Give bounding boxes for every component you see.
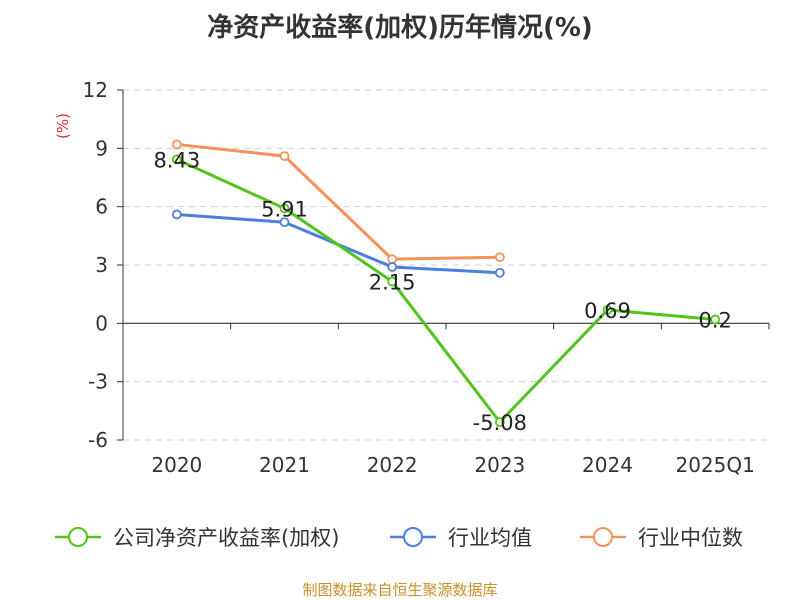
y-tick-label: 12 <box>83 78 108 102</box>
series-point-0 <box>387 276 398 287</box>
data-label: 0.69 <box>584 299 631 323</box>
y-tick-label: -3 <box>88 370 108 394</box>
legend-marker-1 <box>403 527 423 547</box>
x-tick-label: 2024 <box>582 453 633 477</box>
data-label: 2.15 <box>369 271 416 295</box>
gridlines <box>123 89 769 441</box>
series-point-1 <box>279 217 290 228</box>
series-point-1 <box>387 262 398 272</box>
series-point-2 <box>171 139 182 150</box>
x-tick-label: 2020 <box>151 453 202 477</box>
series-point-0 <box>710 314 721 325</box>
legend: 公司净资产收益率(加权) 行业均值 行业中位数 <box>55 526 743 550</box>
legend-label: 行业中位数 <box>638 526 743 550</box>
series-point-2 <box>387 254 398 265</box>
legend-marker-2 <box>593 527 613 547</box>
axes: -6 -3 0 3 6 9 12 2020 2021 2022 2023 2024 2025Q1 <box>83 78 770 477</box>
x-tick-label: 2025Q1 <box>675 453 754 477</box>
data-label: 8.43 <box>153 148 200 172</box>
y-tick-label: 0 <box>95 311 108 335</box>
x-tick-label: 2021 <box>259 453 310 477</box>
legend-label: 行业均值 <box>448 526 532 550</box>
series-group <box>171 139 721 428</box>
x-tick-label: 2022 <box>367 453 418 477</box>
source-note: 制图数据来自恒生聚源数据库 <box>302 581 497 599</box>
series-point-0 <box>279 203 290 214</box>
y-tick-label: 3 <box>95 253 108 277</box>
series-point-1 <box>494 267 505 278</box>
data-label: 5.91 <box>261 197 308 221</box>
data-labels: 8.43 5.91 2.15 -5.08 0.69 0.2 <box>153 148 731 435</box>
y-axis-unit-label: (%) <box>54 113 72 139</box>
legend-label: 公司净资产收益率(加权) <box>113 526 339 550</box>
y-tick-label: 6 <box>95 195 108 219</box>
series-point-2 <box>494 252 505 263</box>
series-point-0 <box>494 417 505 428</box>
series-line-0 <box>176 158 716 424</box>
data-label: -5.08 <box>473 411 527 435</box>
series-point-0 <box>602 305 613 315</box>
chart-title: 净资产收益率(加权)历年情况(%) <box>207 12 593 43</box>
series-point-1 <box>171 209 182 220</box>
series-point-2 <box>279 151 290 162</box>
data-label: 0.2 <box>698 308 731 332</box>
y-tick-label: 9 <box>95 136 108 160</box>
legend-marker-0 <box>68 527 88 547</box>
y-tick-label: -6 <box>88 428 108 452</box>
x-tick-label: 2023 <box>474 453 525 477</box>
series-line-2 <box>176 142 500 261</box>
series-point-0 <box>171 154 182 165</box>
